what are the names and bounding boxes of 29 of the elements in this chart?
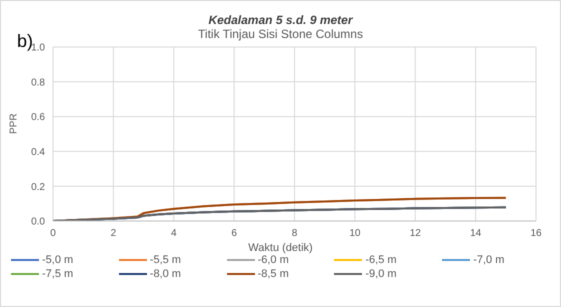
x-tick-label: 12	[410, 228, 422, 240]
legend-label: -6,5 m	[365, 254, 397, 266]
y-tick-label: 0.0	[31, 216, 46, 228]
legend-label: -8,0 m	[150, 268, 181, 280]
y-tick-label: 0.6	[31, 112, 46, 124]
y-tick-label: 0.4	[31, 146, 46, 158]
legend-label: -5,5 m	[150, 254, 181, 266]
y-tick-label: 0.8	[31, 77, 46, 88]
x-tick-label: 2	[110, 228, 117, 240]
legend-label: -7,5 m	[42, 268, 74, 280]
x-tick-label: 0	[50, 228, 56, 240]
chart-subtitle: Titik Tinjau Sisi Stone Columns	[198, 27, 363, 41]
x-axis-title: Waktu (detik)	[247, 242, 314, 254]
text: b)	[17, 31, 34, 52]
x-tick-label: 6	[231, 228, 238, 240]
chart-title: Kedalaman 5 s.d. 9 meter	[207, 12, 354, 27]
x-tick-label: 14	[470, 228, 482, 240]
legend-label: -8,5 m	[258, 268, 289, 280]
legend-label: -7,0 m	[473, 254, 504, 266]
y-tick-label: 0.2	[31, 182, 46, 193]
legend-label: -9,0 m	[365, 268, 397, 280]
y-axis-title: PPR	[8, 113, 20, 134]
legend-label: -5,0 m	[42, 254, 74, 266]
legend-label: -6,0 m	[258, 254, 289, 266]
x-tick-label: 16	[530, 228, 542, 240]
x-tick-label: 10	[349, 228, 361, 240]
x-tick-label: 8	[292, 228, 298, 240]
y-tick-label: 1.0	[31, 42, 46, 54]
x-tick-label: 4	[170, 228, 177, 240]
